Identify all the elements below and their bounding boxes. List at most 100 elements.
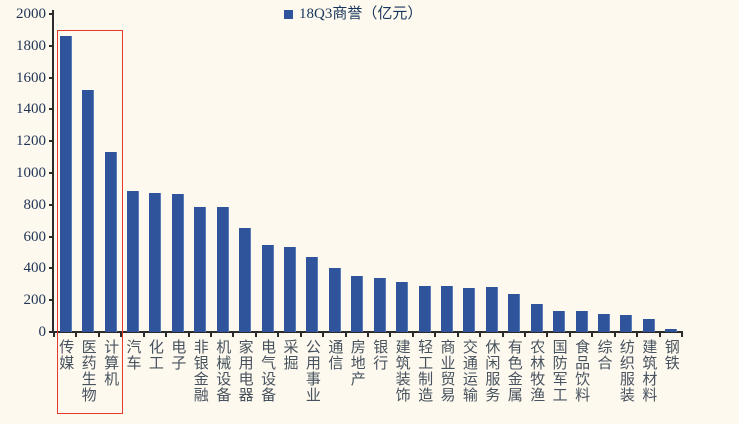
bar (665, 329, 678, 332)
bar (418, 286, 431, 332)
bar (306, 257, 319, 332)
x-axis-label: 传媒 (57, 339, 74, 371)
bar (194, 207, 207, 332)
y-tick-mark-icon (49, 203, 54, 206)
x-tick-mark-icon (636, 332, 639, 337)
y-tick-label: 800 (23, 196, 47, 213)
x-tick-mark-icon (299, 332, 302, 337)
y-tick-mark-icon (49, 108, 54, 111)
x-axis-label: 纺织服装 (617, 339, 634, 403)
x-axis-label: 计算机 (102, 339, 119, 387)
x-tick-mark-icon (681, 332, 683, 337)
x-axis-label: 轻工制造 (416, 339, 433, 403)
x-tick-mark-icon (613, 332, 616, 337)
bar (508, 294, 521, 332)
y-tick-label: 1400 (16, 101, 46, 118)
y-tick-mark-icon (49, 76, 54, 79)
x-axis-label: 机械设备 (214, 339, 231, 403)
x-axis-label: 农林牧渔 (528, 339, 545, 403)
x-tick-mark-icon (210, 332, 212, 337)
bar (396, 282, 409, 332)
x-tick-mark-icon (120, 332, 123, 337)
highlight-rectangle (57, 30, 123, 414)
x-axis-label: 银行 (371, 339, 388, 371)
y-tick-label: 2000 (16, 6, 46, 22)
bar (82, 90, 95, 332)
bar (441, 286, 453, 332)
bar (261, 245, 274, 332)
x-tick-mark-icon (479, 332, 482, 337)
x-tick-mark-icon (322, 332, 325, 337)
y-tick-label: 400 (23, 260, 47, 277)
y-tick-label: 1200 (16, 133, 46, 150)
x-tick-mark-icon (142, 332, 145, 337)
bar (328, 268, 341, 332)
bar (59, 36, 72, 332)
legend: 18Q3商誉（亿元） (284, 4, 422, 24)
x-tick-mark-icon (524, 332, 526, 337)
y-tick-mark-icon (49, 267, 54, 270)
x-axis-label: 通信 (326, 339, 343, 371)
y-tick-label: 0 (38, 324, 47, 340)
x-tick-mark-icon (75, 332, 78, 337)
y-tick-label: 1800 (16, 37, 46, 54)
x-tick-mark-icon (165, 332, 168, 337)
y-tick-label: 1600 (16, 69, 46, 86)
x-tick-mark-icon (254, 332, 257, 337)
bar (463, 288, 476, 332)
x-tick-mark-icon (367, 332, 369, 337)
bar (149, 193, 162, 332)
y-tick-label: 1000 (16, 165, 46, 181)
x-tick-mark-icon (97, 332, 100, 337)
bar (351, 276, 364, 332)
bar (553, 311, 566, 332)
x-axis-label: 汽车 (124, 339, 141, 371)
x-axis-label: 休闲服务 (483, 339, 500, 403)
x-tick-mark-icon (658, 332, 661, 337)
bar (485, 287, 498, 332)
bar (216, 207, 229, 332)
x-axis-label: 公用事业 (303, 339, 320, 403)
x-axis-label: 房地产 (348, 339, 365, 387)
legend-series-label: 18Q3商誉（亿元） (299, 6, 423, 22)
x-axis-label: 交通运输 (460, 339, 477, 403)
x-tick-mark-icon (411, 332, 414, 337)
x-tick-mark-icon (568, 332, 571, 337)
y-tick-mark-icon (49, 299, 54, 302)
bar (620, 315, 633, 332)
x-axis-label: 家用电器 (236, 339, 253, 403)
bar (642, 319, 655, 332)
legend-series-marker-icon (284, 9, 293, 19)
x-tick-mark-icon (434, 332, 437, 337)
y-tick-mark-icon (49, 13, 54, 15)
bar (284, 247, 296, 332)
x-axis-label: 有色金属 (505, 339, 522, 403)
bar (239, 228, 252, 332)
x-axis-label: 商业贸易 (438, 339, 455, 403)
x-axis-label: 化工 (146, 339, 163, 371)
bar (575, 311, 588, 332)
x-axis-label: 钢铁 (662, 339, 679, 371)
bar (598, 314, 610, 332)
x-tick-mark-icon (187, 332, 190, 337)
x-axis-label: 食品饮料 (573, 339, 590, 403)
x-axis-label: 综合 (595, 339, 612, 371)
y-tick-mark-icon (49, 140, 54, 143)
x-tick-mark-icon (501, 332, 504, 337)
y-tick-mark-icon (49, 44, 54, 47)
y-tick-label: 600 (23, 228, 47, 245)
y-tick-label: 200 (23, 292, 47, 309)
x-axis-label: 医药生物 (79, 339, 96, 403)
x-tick-mark-icon (591, 332, 594, 337)
x-tick-mark-icon (546, 332, 549, 337)
bar (127, 191, 139, 332)
x-tick-mark-icon (232, 332, 235, 337)
x-axis-label: 采掘 (281, 339, 298, 371)
bar (373, 278, 386, 332)
x-tick-mark-icon (344, 332, 347, 337)
bar (104, 152, 117, 332)
x-tick-mark-icon (389, 332, 392, 337)
y-axis-line (52, 10, 54, 332)
